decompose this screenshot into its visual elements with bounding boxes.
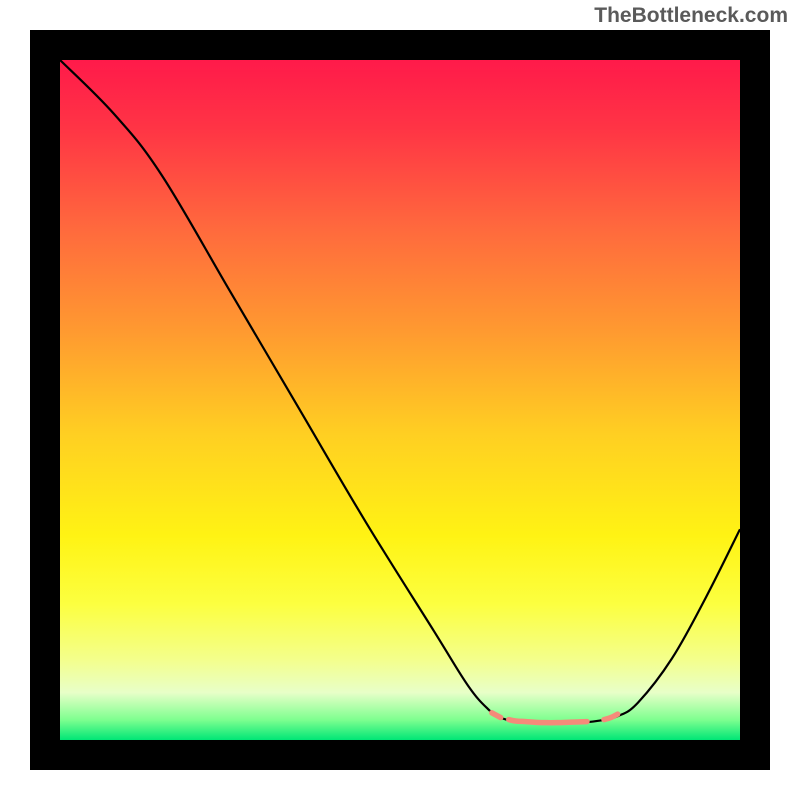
main-curve [60, 60, 740, 724]
plot-frame [30, 30, 770, 770]
watermark-text: TheBottleneck.com [594, 4, 788, 28]
plot-area [60, 60, 740, 740]
curves-layer [60, 60, 740, 740]
chart-container: TheBottleneck.com [0, 0, 800, 800]
